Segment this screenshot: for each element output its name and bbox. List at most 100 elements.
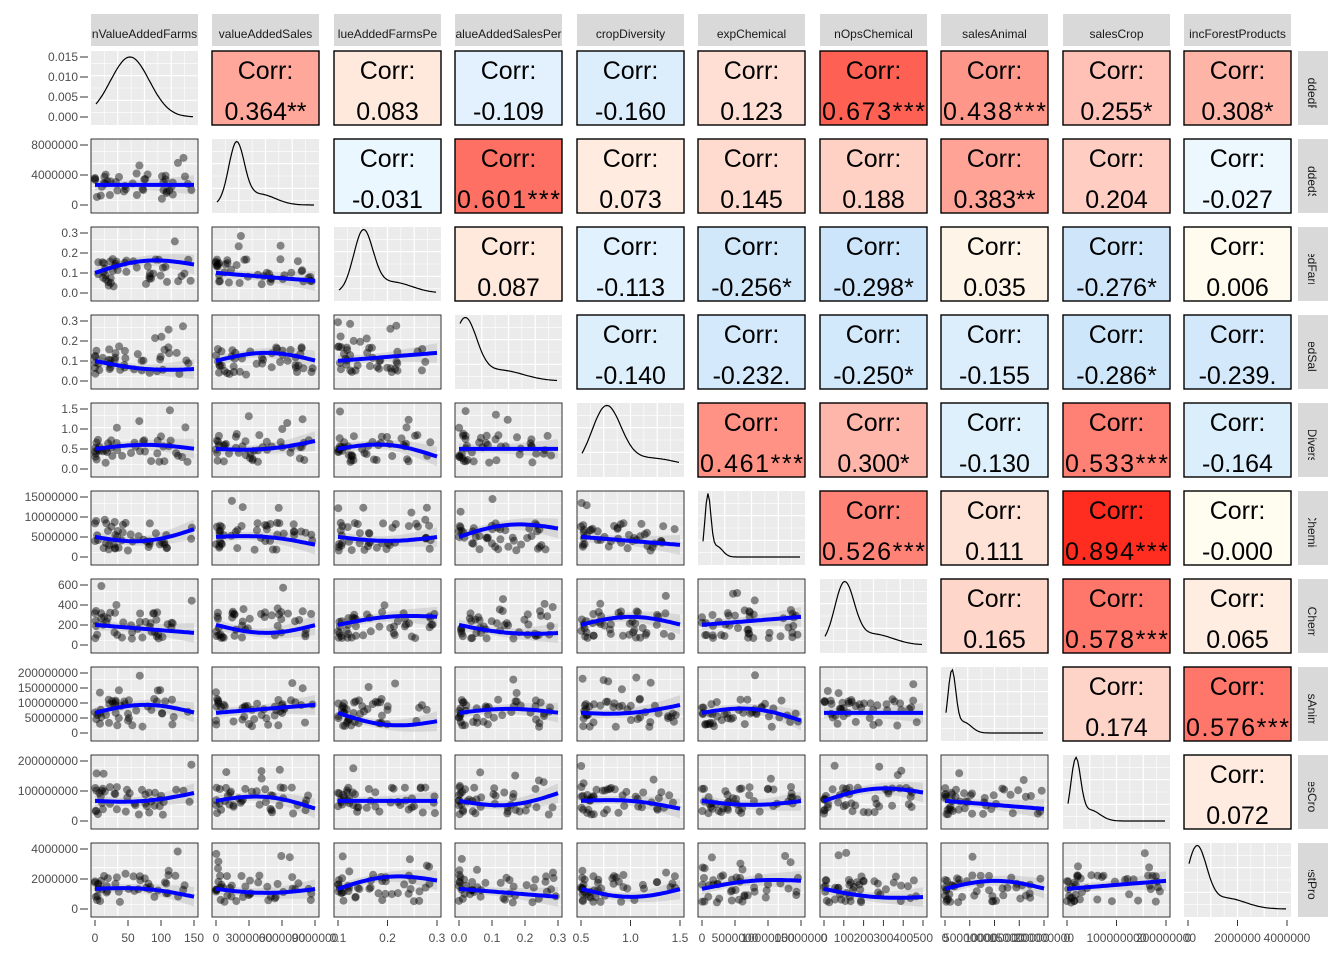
data-point [255, 800, 264, 809]
data-point [904, 800, 913, 809]
corr-value: 0.364** [224, 98, 306, 126]
data-point [343, 788, 352, 797]
data-point [387, 368, 396, 376]
data-point [1140, 849, 1149, 858]
data-point [503, 415, 512, 424]
data-point [586, 893, 595, 902]
data-point [91, 806, 100, 815]
data-point [339, 896, 348, 905]
row-strip-label: expChemical [1305, 493, 1319, 562]
y-tick-label: 15000000 [25, 490, 79, 504]
data-point [381, 889, 390, 898]
data-point [842, 848, 851, 857]
data-point [599, 676, 608, 685]
data-point [268, 808, 276, 817]
data-point [603, 785, 612, 794]
data-point [857, 703, 866, 712]
data-point [103, 448, 112, 456]
data-point [285, 853, 294, 862]
data-point [250, 545, 259, 554]
data-point [859, 808, 868, 817]
data-point [706, 803, 715, 812]
corr-value: 0.072 [1206, 802, 1269, 830]
data-point [347, 633, 356, 642]
data-point [522, 881, 531, 890]
data-point [669, 717, 678, 726]
data-point [653, 878, 662, 887]
data-point [351, 697, 360, 706]
data-point [844, 697, 853, 706]
data-point [301, 528, 310, 537]
data-point [273, 621, 282, 630]
y-tick-label: 0.3 [61, 314, 78, 328]
corr-value: 0.578*** [1065, 626, 1168, 654]
data-point [578, 897, 587, 906]
data-point [738, 897, 747, 906]
data-point [266, 805, 275, 813]
y-tick-label: 4000000 [31, 842, 78, 856]
data-point [262, 714, 271, 723]
data-point [888, 801, 897, 810]
data-point [1003, 883, 1012, 892]
data-point [261, 798, 270, 807]
data-point [372, 543, 381, 552]
smooth-line [580, 614, 681, 627]
data-point [91, 369, 100, 378]
data-point [270, 894, 279, 903]
data-point [403, 455, 412, 464]
data-point [698, 784, 707, 793]
data-point [257, 353, 266, 362]
data-point [119, 520, 127, 529]
data-point [968, 789, 976, 798]
data-point [342, 718, 351, 727]
data-point [362, 334, 371, 343]
data-point [365, 884, 374, 893]
x-tick-label: 200 [854, 931, 874, 945]
data-point [241, 882, 250, 891]
data-point [212, 632, 221, 640]
x-tick-label: 0 [1064, 931, 1071, 945]
data-point [217, 805, 226, 814]
data-point [851, 801, 860, 810]
data-point [415, 703, 424, 712]
data-point [541, 545, 550, 554]
data-point [653, 610, 662, 619]
corr-cell [697, 138, 806, 214]
data-point [367, 343, 376, 352]
col-strip-bg [1063, 14, 1170, 46]
data-point [578, 873, 587, 882]
data-point [216, 895, 225, 904]
x-tick-label: 100 [151, 931, 171, 945]
data-point [822, 896, 831, 905]
corr-cell [940, 138, 1049, 214]
data-point [105, 783, 114, 792]
data-point [578, 791, 587, 800]
data-point [170, 237, 179, 246]
data-point [334, 788, 343, 797]
data-point [766, 774, 775, 783]
data-point [93, 810, 102, 819]
panel-border [697, 842, 806, 918]
data-point [230, 610, 239, 619]
data-point [942, 810, 951, 819]
panel-border [211, 578, 320, 654]
corr-cell [454, 138, 563, 214]
data-point [158, 709, 167, 718]
data-point [160, 345, 169, 354]
data-point [482, 533, 491, 542]
corr-cell [1183, 314, 1292, 390]
corr-value: -0.140 [595, 362, 666, 390]
data-point [336, 407, 344, 416]
data-point [409, 897, 418, 906]
data-point [103, 526, 112, 535]
data-point [720, 632, 729, 640]
data-point [870, 877, 879, 886]
corr-label: Corr: [967, 321, 1023, 349]
x-tick-label: 0 [213, 931, 220, 945]
data-point [578, 674, 587, 683]
data-point [182, 356, 191, 365]
data-point [475, 532, 484, 541]
data-point [365, 529, 374, 538]
corr-label: Corr: [603, 145, 659, 173]
data-point [618, 791, 627, 800]
